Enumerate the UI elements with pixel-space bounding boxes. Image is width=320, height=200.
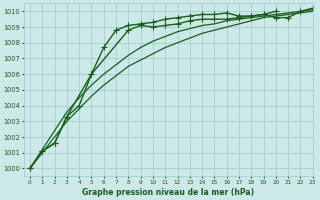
X-axis label: Graphe pression niveau de la mer (hPa): Graphe pression niveau de la mer (hPa) bbox=[82, 188, 254, 197]
